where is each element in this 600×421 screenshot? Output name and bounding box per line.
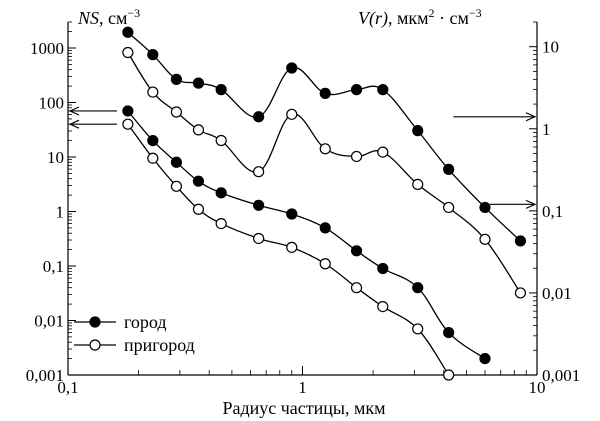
data-point <box>377 84 389 96</box>
x-axis-title: Радиус частицы, мкм <box>222 398 385 418</box>
y-left-tick-label: 0,01 <box>34 312 64 331</box>
y-right-axis-title: V(r), мкм2 · см−3 <box>358 6 482 29</box>
data-point <box>253 199 265 211</box>
y-right-axis-title-exp1: 2 <box>429 6 435 20</box>
data-point <box>443 163 455 175</box>
data-point <box>147 49 159 61</box>
axis-arrow-head <box>68 106 80 116</box>
data-point <box>215 217 227 230</box>
data-point <box>514 287 527 299</box>
y-left-tick-label: 100 <box>39 94 65 113</box>
data-point <box>319 258 331 270</box>
data-point <box>514 235 527 247</box>
arrows-layer <box>68 106 537 209</box>
axis-arrow-head <box>68 119 80 129</box>
legend-marker-suburb <box>89 339 101 351</box>
data-point <box>286 108 298 120</box>
data-point <box>170 156 183 168</box>
y-right-axis-title-exp2: −3 <box>469 6 482 20</box>
data-point <box>147 134 159 147</box>
legend-marker-city <box>89 316 101 328</box>
data-point <box>443 326 455 339</box>
data-point <box>412 178 424 191</box>
data-point <box>286 241 298 253</box>
data-point <box>122 26 134 38</box>
y-left-axis-title-rest: , см <box>99 8 127 28</box>
data-point <box>192 203 205 215</box>
data-point <box>350 150 363 163</box>
data-point <box>253 166 265 178</box>
y-left-axis-title: NS, см−3 <box>77 6 140 28</box>
data-point <box>350 84 363 96</box>
data-point <box>147 86 159 98</box>
y-right-axis-title-mid: · см <box>435 8 469 28</box>
data-point <box>215 84 227 96</box>
series-V-filled <box>122 26 527 247</box>
data-point <box>377 146 389 158</box>
data-point <box>215 187 227 199</box>
data-point <box>215 134 227 147</box>
data-point <box>319 87 331 99</box>
y-left-tick-label: 0,001 <box>26 366 64 385</box>
data-point <box>412 282 424 294</box>
data-point <box>479 201 491 214</box>
data-point <box>319 222 331 234</box>
data-point <box>253 232 265 245</box>
data-point <box>192 77 205 89</box>
data-point <box>319 143 331 155</box>
axis-arrow-head <box>525 112 537 122</box>
y-left-tick-label: 1000 <box>30 39 64 58</box>
y-right-tick-label: 0,1 <box>542 202 563 221</box>
data-point <box>170 180 183 192</box>
data-point <box>170 73 183 85</box>
data-point <box>412 125 424 137</box>
data-point <box>350 245 363 257</box>
y-left-tick-label: 0,1 <box>43 257 64 276</box>
data-point <box>412 323 424 335</box>
x-tick-label: 10 <box>529 378 546 397</box>
y-right-tick-label: 0,001 <box>542 366 580 385</box>
data-point <box>443 201 455 214</box>
data-point <box>192 175 205 187</box>
x-tick-label: 0,1 <box>57 378 78 397</box>
legend: город пригород <box>74 312 195 355</box>
series-layer <box>122 26 527 381</box>
data-point <box>286 208 298 220</box>
data-point <box>170 106 183 118</box>
data-point <box>122 105 134 117</box>
data-point <box>443 369 455 381</box>
ticks: 0,1 1 100,0010,010,111010010000,0010,010,1… <box>26 21 580 397</box>
y-left-tick-label: 10 <box>47 148 64 167</box>
data-point <box>377 300 389 313</box>
data-point <box>147 152 159 164</box>
y-right-tick-label: 10 <box>542 38 559 57</box>
x-tick-label: 1 <box>298 378 307 397</box>
legend-label-city: город <box>124 312 167 332</box>
y-right-tick-label: 1 <box>542 120 551 139</box>
data-point <box>479 352 491 365</box>
series-NS-open <box>122 118 455 381</box>
data-point <box>479 233 491 245</box>
y-left-axis-title-exp: −3 <box>127 6 140 20</box>
legend-label-suburb: пригород <box>124 335 195 355</box>
data-point <box>350 282 363 294</box>
y-right-tick-label: 0,01 <box>542 284 572 303</box>
y-left-tick-label: 1 <box>56 203 65 222</box>
data-point <box>122 46 134 59</box>
series-NS-filled <box>122 105 491 365</box>
data-point <box>286 62 298 74</box>
series-V-open <box>122 46 527 299</box>
axis-arrow-head <box>525 199 537 209</box>
data-point <box>192 124 205 136</box>
series-line <box>127 31 521 242</box>
data-point <box>377 262 389 275</box>
data-point <box>122 118 134 130</box>
data-point <box>253 111 265 123</box>
